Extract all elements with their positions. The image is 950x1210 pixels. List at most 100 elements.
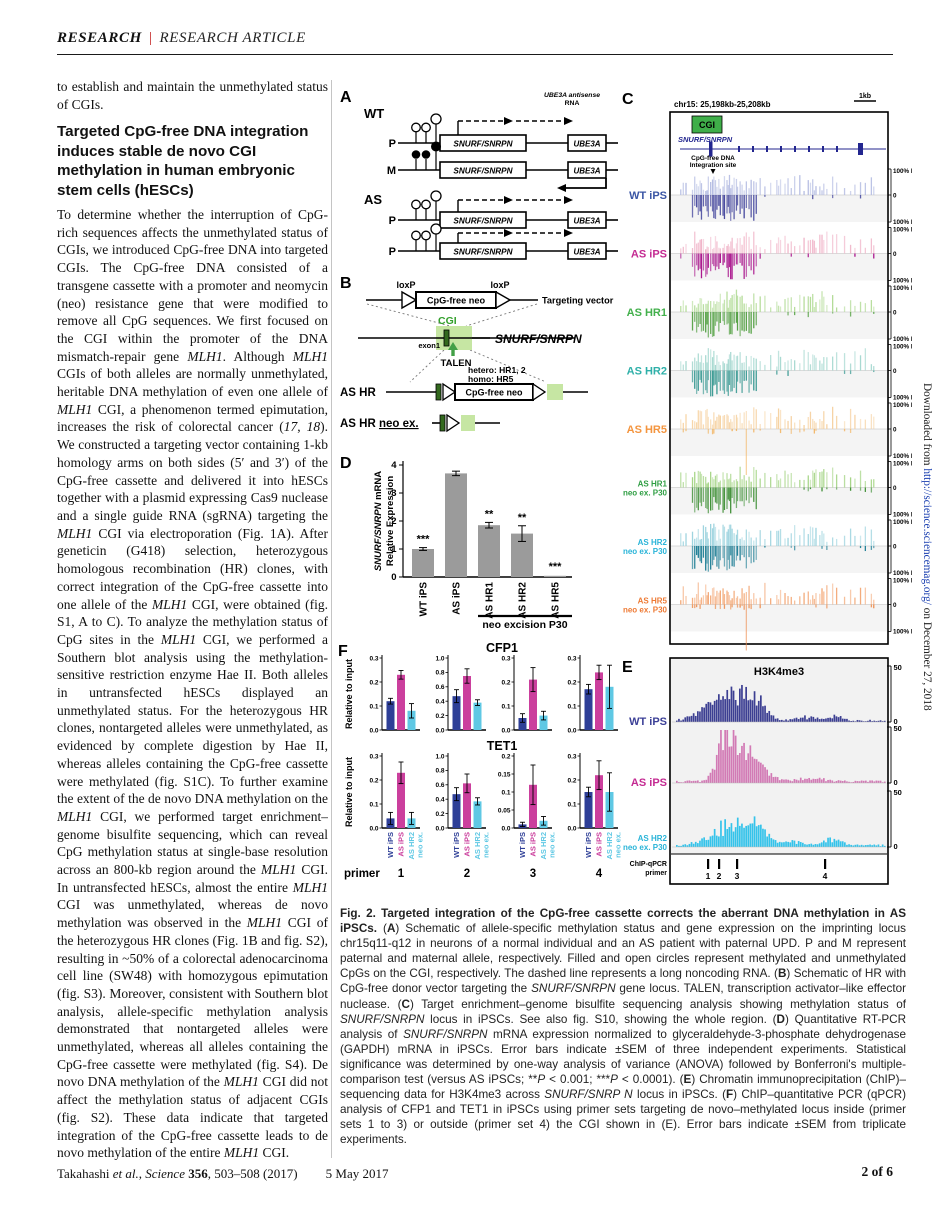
- meth-bar-up: [743, 236, 745, 254]
- c-track-label: AS HR1: [638, 480, 668, 489]
- c-track-label: AS iPS: [631, 249, 667, 261]
- chip-seq-bar: [877, 844, 880, 847]
- meth-bar-up: [807, 534, 809, 546]
- meth-bar-up: [716, 590, 718, 605]
- meth-bar-down: [705, 253, 707, 277]
- meth-bar-down: [864, 487, 867, 492]
- meth-bar-up: [682, 482, 684, 488]
- chip-seq-bar: [833, 781, 836, 783]
- meth-bar-up: [700, 538, 703, 546]
- exon-icon: [808, 146, 810, 152]
- chip-seq-bar: [806, 844, 808, 847]
- snurf-snrpn-text: SNURF/SNRPN: [453, 248, 513, 257]
- snurf-snrpn-box: [439, 134, 527, 152]
- chip-seq-bar: [745, 686, 747, 722]
- ube3a-text: UBE3A: [573, 217, 600, 226]
- meth-bar-up: [739, 181, 741, 195]
- meth-bar-down: [750, 253, 752, 271]
- meth-bar-up: [727, 479, 729, 488]
- meth-bar-up: [695, 307, 698, 312]
- meth-bar-down: [691, 487, 694, 503]
- chip-seq-bar: [797, 719, 800, 722]
- chip-seq-bar: [797, 780, 800, 783]
- meth-bar-up: [803, 424, 805, 429]
- chip-seq-bar: [802, 780, 804, 783]
- meth-bar-down: [728, 195, 731, 214]
- chip-seq-bar: [713, 769, 716, 783]
- f-y-tick-label: 0.6: [435, 782, 444, 789]
- meth-bar-down: [812, 195, 814, 200]
- meth-bar-up: [823, 591, 825, 605]
- meth-bar-up: [821, 234, 823, 254]
- meth-bar-up: [779, 356, 782, 371]
- chip-seq-bar: [812, 716, 815, 722]
- meth-bar-down: [694, 604, 696, 609]
- f-bar: [584, 792, 593, 828]
- meth-bar-down: [731, 429, 733, 432]
- chip-seq-bar: [678, 845, 680, 847]
- chip-seq-bar: [791, 719, 794, 722]
- meth-bar-up: [714, 596, 717, 605]
- meth-bar-up: [807, 416, 809, 429]
- meth-bar-up: [770, 355, 772, 371]
- meth-bar-up: [730, 297, 732, 312]
- chip-seq-bar: [774, 840, 777, 847]
- meth-bar-up: [819, 419, 821, 429]
- meth-bar-down: [714, 312, 717, 326]
- meth-bar-up: [695, 483, 698, 488]
- chip-seq-bar: [848, 720, 850, 722]
- meth-bar-up: [727, 529, 729, 546]
- meth-bar-down: [699, 312, 701, 324]
- chip-seq-bar: [774, 718, 777, 722]
- meth-bar-up: [730, 524, 732, 546]
- meth-bar-down: [728, 546, 731, 569]
- meth-bar-up: [705, 303, 707, 312]
- meth-bar-down: [710, 487, 712, 511]
- meth-bar-up: [803, 237, 805, 254]
- meth-bar-down: [735, 253, 738, 265]
- c-axis-label-bottom: 100% Me-: [893, 453, 912, 460]
- chip-seq-bar: [747, 700, 750, 722]
- meth-bar-up: [750, 537, 752, 546]
- chip-seq-bar: [736, 817, 739, 847]
- meth-bar-up: [682, 422, 684, 429]
- meth-bar-up: [870, 593, 873, 605]
- c-axis-label-bottom: 100% Me-: [893, 219, 912, 226]
- meth-bar-down: [682, 429, 684, 433]
- ube3a-text: UBE3A: [573, 167, 600, 176]
- meth-bar-up: [826, 231, 828, 254]
- section-heading: Targeted CpG-free DNA integration induce…: [57, 123, 309, 199]
- meth-bar-up: [710, 300, 712, 312]
- c-axis-label-mid: 0: [893, 251, 897, 258]
- watermark-link[interactable]: http://science.sciencemag.org/: [921, 468, 933, 605]
- meth-bar-down: [713, 370, 715, 386]
- panel-a-label: A: [340, 89, 352, 106]
- meth-bar-down: [739, 253, 741, 264]
- chip-seq-bar: [785, 841, 787, 847]
- f-bar: [386, 701, 395, 730]
- c-axis-label-bottom: 100% Me-: [893, 570, 912, 577]
- f-y-tick-label: 0.2: [369, 679, 378, 686]
- meth-bar-down: [718, 546, 720, 569]
- f-y-tick-label: 0.0: [567, 727, 576, 734]
- snurf-snrpn-locus-label: SNURF/SNRPN: [495, 332, 582, 346]
- meth-bar-down: [726, 370, 728, 392]
- meth-bar-up: [736, 355, 739, 371]
- meth-bar-up: [815, 527, 817, 546]
- meth-bar-down: [776, 370, 778, 375]
- meth-bar-up: [843, 421, 846, 429]
- meth-bar-up: [794, 482, 796, 488]
- meth-bar-up: [784, 183, 786, 195]
- meth-bar-up: [697, 186, 699, 195]
- chip-seq-bar: [722, 696, 724, 722]
- chip-seq-bar: [718, 694, 720, 722]
- chip-seq-bar: [762, 706, 764, 722]
- meth-bar-down: [748, 312, 750, 334]
- meth-bar-down: [821, 487, 823, 492]
- chip-seq-bar: [823, 718, 825, 722]
- chip-seq-bar: [844, 718, 846, 722]
- chip-seq-bar: [753, 691, 756, 722]
- c-axis-label-top: 100% Me+: [893, 519, 912, 526]
- meth-bar-up: [705, 526, 707, 546]
